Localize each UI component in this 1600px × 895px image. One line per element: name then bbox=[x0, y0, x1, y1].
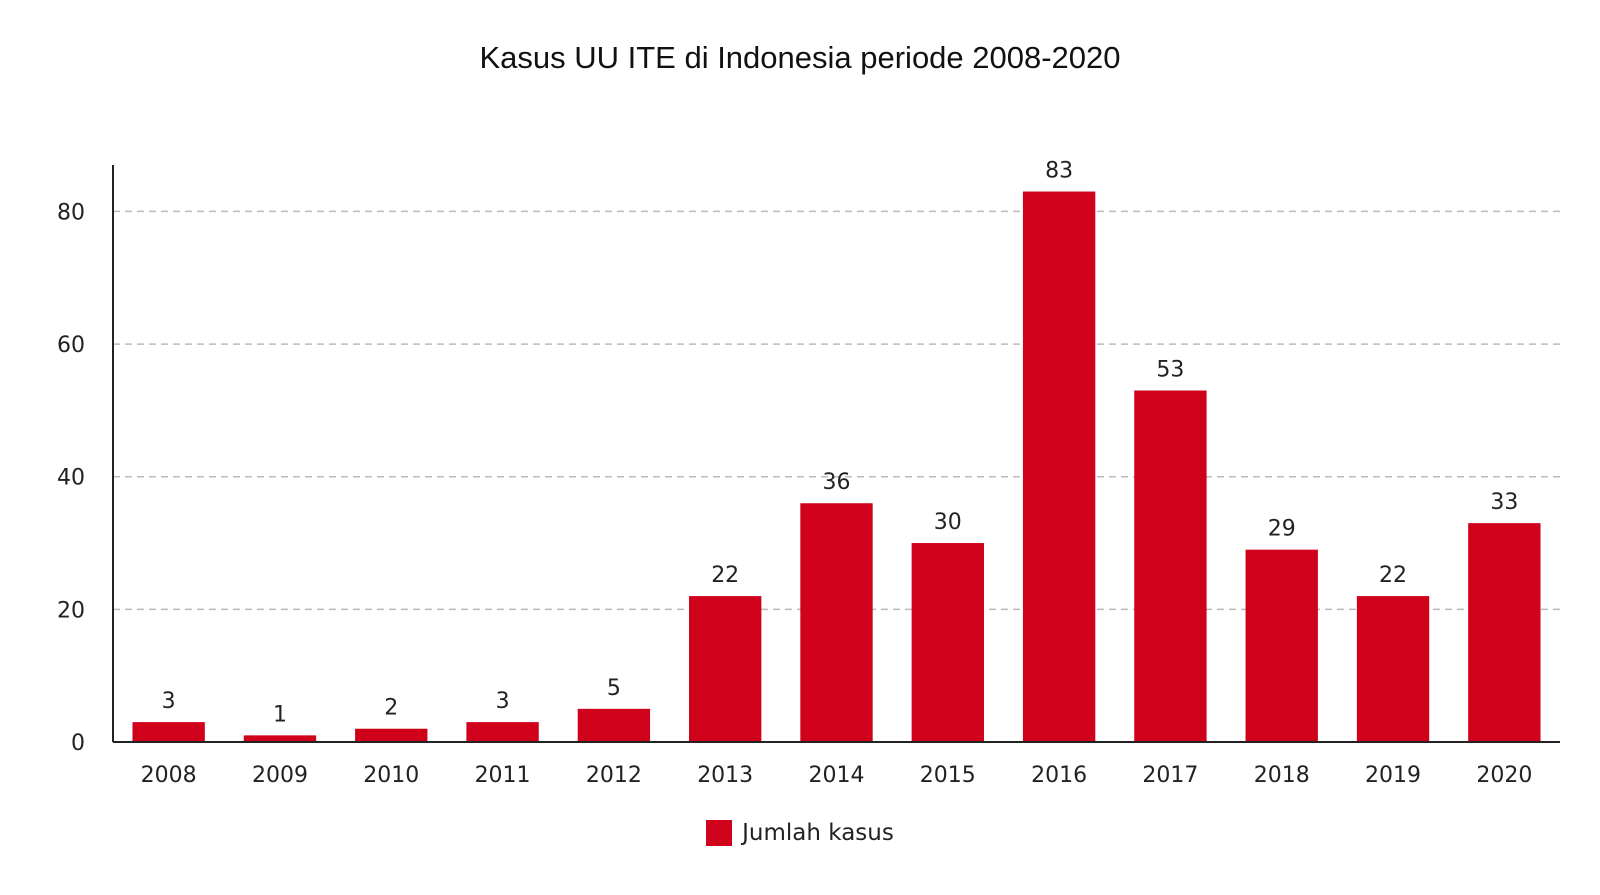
x-tick-label: 2017 bbox=[1142, 763, 1198, 788]
data-label-2018: 29 bbox=[1268, 517, 1296, 542]
y-tick-label: 80 bbox=[57, 200, 85, 225]
data-labels: 3 1 2 3 5 22 36 30 83 53 29 22 33 bbox=[162, 159, 1519, 728]
data-label-2017: 53 bbox=[1156, 357, 1184, 382]
y-tick-label: 0 bbox=[71, 731, 85, 756]
axes: 0 20 40 60 80 2008 2009 2010 2011 2012 2013 2014 201… bbox=[57, 165, 1560, 788]
x-tick-label: 2011 bbox=[475, 763, 531, 788]
bar-2017 bbox=[1134, 390, 1207, 742]
x-tick-label: 2010 bbox=[363, 763, 419, 788]
data-label-2013: 22 bbox=[711, 563, 739, 588]
data-label-2012: 5 bbox=[607, 676, 621, 701]
bar-2011 bbox=[466, 722, 539, 742]
chart-title: Kasus UU ITE di Indonesia periode 2008-2… bbox=[479, 40, 1121, 75]
x-tick-label: 2015 bbox=[920, 763, 976, 788]
bar-2020 bbox=[1468, 523, 1541, 742]
data-label-2020: 33 bbox=[1490, 490, 1518, 515]
data-label-2009: 1 bbox=[273, 702, 287, 727]
x-tick-label: 2018 bbox=[1254, 763, 1310, 788]
bars bbox=[132, 191, 1541, 742]
data-label-2010: 2 bbox=[384, 696, 398, 721]
x-tick-label: 2008 bbox=[141, 763, 197, 788]
y-tick-label: 60 bbox=[57, 333, 85, 358]
data-label-2014: 36 bbox=[823, 470, 851, 495]
bar-2013 bbox=[689, 596, 762, 742]
x-tick-label: 2019 bbox=[1365, 763, 1421, 788]
data-label-2008: 3 bbox=[162, 689, 176, 714]
bar-2019 bbox=[1356, 596, 1430, 742]
data-label-2011: 3 bbox=[496, 689, 510, 714]
x-tick-label: 2014 bbox=[809, 763, 865, 788]
x-tick-label: 2012 bbox=[586, 763, 642, 788]
data-label-2015: 30 bbox=[934, 510, 962, 535]
y-tick-label: 40 bbox=[57, 466, 85, 491]
x-tick-label: 2013 bbox=[697, 763, 753, 788]
data-label-2016: 83 bbox=[1045, 159, 1073, 184]
bar-2018 bbox=[1245, 549, 1318, 742]
bar-2014 bbox=[800, 503, 873, 742]
bar-2015 bbox=[911, 543, 984, 742]
gridlines bbox=[113, 210, 1560, 611]
bar-2012 bbox=[577, 708, 651, 742]
bar-2016 bbox=[1022, 191, 1096, 742]
bar-2009 bbox=[243, 735, 317, 742]
data-label-2019: 22 bbox=[1379, 563, 1407, 588]
x-tick-label: 2016 bbox=[1031, 763, 1087, 788]
legend-swatch bbox=[706, 820, 733, 846]
bar-2010 bbox=[355, 728, 428, 742]
x-tick-label: 2009 bbox=[252, 763, 308, 788]
y-tick-label: 20 bbox=[57, 598, 85, 623]
legend: Jumlah kasus bbox=[0, 820, 1600, 846]
x-tick-label: 2020 bbox=[1476, 763, 1532, 788]
bar-2008 bbox=[132, 722, 205, 742]
legend-label: Jumlah kasus bbox=[742, 820, 894, 846]
